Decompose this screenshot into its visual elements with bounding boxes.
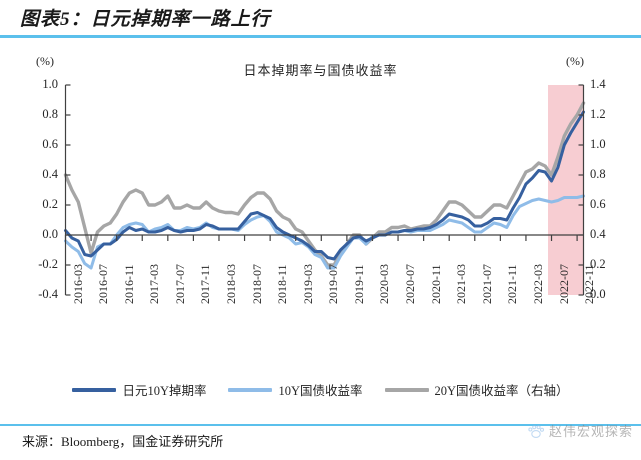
- right-axis-unit: (%): [566, 54, 584, 68]
- y-tick-label-right: 0.8: [590, 167, 606, 181]
- x-tick-label: 2022-11: [582, 264, 597, 304]
- y-tick-label-right: 0.2: [590, 257, 606, 271]
- paw-icon: [528, 424, 545, 438]
- page-title: 图表5：日元掉期率一路上行: [20, 9, 271, 30]
- legend-color-swatch: [384, 387, 429, 392]
- x-tick-label: 2016-07: [96, 264, 111, 304]
- chart-figure: 日本掉期率与国债收益率 (%) (%) 1.0 0.8 0.6 0.4 0.2 0.0 -0…: [0, 38, 641, 416]
- axes-layer: [64, 84, 585, 296]
- y-tick-label-left: 0.6: [42, 137, 58, 151]
- x-tick-label: 2017-03: [147, 264, 162, 304]
- axis-ticks: [64, 84, 584, 296]
- x-tick-label: 2019-03: [300, 264, 315, 304]
- x-tick-label: 2021-07: [479, 264, 494, 304]
- legend-jgb-10y[interactable]: 10Y国债收益率: [228, 380, 363, 399]
- y-tick-label-left: 0.8: [42, 107, 58, 121]
- x-tick-label: 2020-03: [377, 264, 392, 304]
- chart-legend: 日元10Y掉期率 10Y国债收益率 20Y国债收益率（右轴）: [0, 380, 641, 399]
- legend-color-swatch: [228, 387, 273, 392]
- x-tick-label: 2018-03: [223, 264, 238, 304]
- y-tick-label-right: 0.4: [590, 227, 606, 241]
- legend-jgb-20y[interactable]: 20Y国债收益率（右轴）: [384, 380, 569, 399]
- y-tick-label-right: 0.6: [590, 197, 606, 211]
- y-tick-label-left: 0.2: [42, 197, 58, 211]
- x-tick-label: 2021-03: [454, 264, 469, 304]
- x-tick-label: 2016-03: [70, 264, 85, 304]
- header-divider: [0, 35, 641, 38]
- y-tick-label-left: 0.4: [42, 167, 58, 181]
- y-tick-label-left: 0.0: [42, 227, 58, 241]
- chart-title: 日本掉期率与国债收益率: [243, 63, 398, 78]
- x-tick-label: 2022-07: [556, 264, 571, 304]
- left-axis-unit: (%): [36, 54, 54, 68]
- x-tick-label: 2017-07: [172, 264, 187, 304]
- x-tick-label: 2019-11: [351, 264, 366, 304]
- y-tick-label-left: -0.4: [38, 287, 58, 301]
- x-tick-label: 2020-07: [403, 264, 418, 304]
- watermark: 赵伟宏观探索: [527, 421, 633, 440]
- footer-divider: [0, 424, 641, 426]
- legend-label: 20Y国债收益率（右轴）: [434, 384, 569, 398]
- x-tick-label: 2019-07: [326, 264, 341, 304]
- y-tick-label-left: -0.2: [38, 257, 58, 271]
- legend-label: 10Y国债收益率: [278, 384, 363, 398]
- y-tick-label-right: 1.4: [590, 77, 606, 91]
- source-note: 来源：Bloomberg，国金证券研究所: [22, 434, 224, 449]
- x-tick-label: 2016-11: [121, 264, 136, 304]
- legend-label: 日元10Y掉期率: [122, 384, 207, 398]
- y-tick-label-left: 1.0: [42, 77, 58, 91]
- x-tick-label: 2022-03: [530, 264, 545, 304]
- x-tick-label: 2020-11: [428, 264, 443, 304]
- x-tick-label: 2018-11: [275, 264, 290, 304]
- series-layer: [63, 101, 586, 270]
- legend-color-swatch: [72, 387, 117, 392]
- series-line: [63, 101, 586, 267]
- y-tick-label-right: 0.0: [590, 287, 606, 301]
- watermark-text: 赵伟宏观探索: [548, 424, 633, 439]
- y-tick-label-right: 1.2: [590, 107, 606, 121]
- x-tick-label: 2018-07: [249, 264, 264, 304]
- x-tick-label: 2017-11: [198, 264, 213, 304]
- chart-plot-area: [63, 84, 586, 296]
- x-tick-label: 2021-11: [505, 264, 520, 304]
- legend-swap-10y[interactable]: 日元10Y掉期率: [72, 380, 206, 399]
- y-tick-label-right: 1.0: [590, 137, 606, 151]
- exhibit-header: 图表5：日元掉期率一路上行: [0, 0, 641, 38]
- series-line: [64, 110, 585, 261]
